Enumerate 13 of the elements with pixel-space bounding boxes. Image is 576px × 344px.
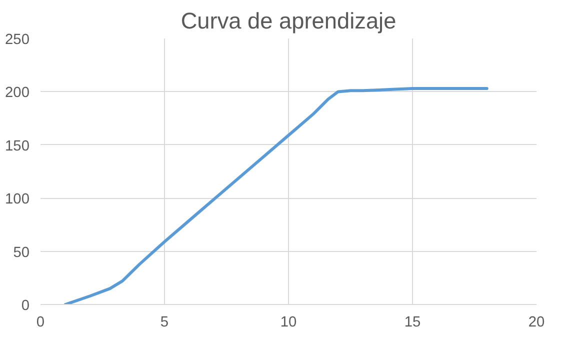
y-tick-label: 50 [13, 244, 30, 261]
x-tick-label: 5 [160, 314, 169, 330]
x-tick-label: 0 [36, 314, 45, 330]
y-tick-label: 250 [5, 32, 30, 48]
x-tick-label: 10 [280, 314, 297, 330]
y-tick-label: 150 [5, 138, 30, 154]
x-tick-label: 20 [528, 314, 545, 330]
y-tick-label: 200 [5, 85, 30, 102]
y-tick-label: 0 [21, 298, 30, 314]
line-series [64, 87, 488, 304]
y-tick-label: 100 [5, 192, 30, 208]
x-tick-label: 15 [404, 314, 421, 330]
chart-title: Curva de aprendizaje [180, 8, 396, 34]
